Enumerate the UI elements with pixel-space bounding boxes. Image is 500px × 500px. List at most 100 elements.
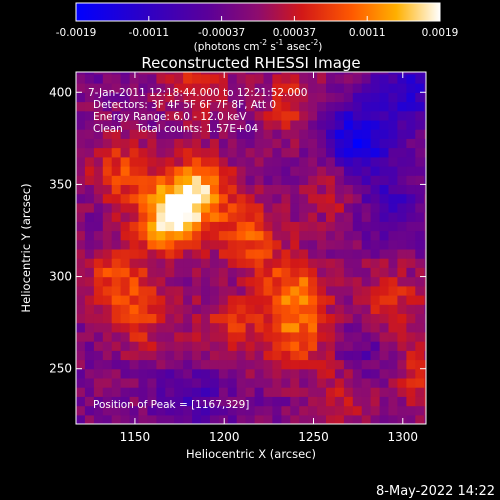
heatmap-cell — [272, 156, 282, 167]
heatmap-cell — [389, 55, 399, 65]
heatmap-cell — [201, 72, 211, 75]
heatmap-cell — [254, 258, 265, 268]
heatmap-cell — [192, 202, 202, 213]
heatmap-cell — [361, 72, 372, 75]
heatmap-cell — [227, 202, 238, 213]
heatmap-cell — [370, 276, 381, 287]
heatmap-cell — [84, 129, 95, 139]
heatmap-cell — [192, 73, 202, 84]
heatmap-cell — [76, 184, 86, 195]
heatmap-cell — [84, 248, 95, 259]
heatmap-cell — [433, 286, 443, 296]
heatmap-cell — [326, 359, 336, 370]
heatmap-cell — [174, 83, 184, 93]
heatmap-cell — [272, 368, 282, 379]
heatmap-cell — [343, 212, 354, 222]
heatmap-cell — [281, 304, 291, 314]
heatmap-cell — [201, 350, 211, 361]
heatmap-cell — [281, 156, 291, 167]
heatmap-cell — [165, 230, 175, 241]
heatmap-cell — [138, 267, 148, 278]
heatmap-cell — [93, 405, 104, 416]
heatmap-cell — [174, 119, 184, 130]
heatmap-cell — [129, 212, 140, 222]
heatmap-cell — [209, 138, 220, 149]
colorbar-ticks: -0.0019 -0.0011 -0.00037 0.00037 0.0011 0.001… — [56, 16, 458, 39]
heatmap-cell — [138, 295, 148, 305]
heatmap-cell — [218, 239, 229, 250]
heatmap-cell — [433, 231, 443, 241]
heatmap-cell — [326, 193, 336, 204]
heatmap-cell — [352, 295, 363, 305]
heatmap-cell — [93, 267, 104, 278]
heatmap-cell — [388, 175, 398, 185]
heatmap-cell — [397, 72, 407, 75]
heatmap-cell — [192, 230, 202, 241]
heatmap-cell — [147, 405, 157, 416]
heatmap-cell — [281, 387, 291, 397]
heatmap-cell — [281, 184, 291, 195]
heatmap-cell — [201, 92, 211, 103]
heatmap-cell — [192, 147, 202, 158]
heatmap-cell — [84, 184, 95, 195]
heatmap-cell — [379, 230, 390, 241]
heatmap-cell — [281, 101, 291, 112]
heatmap-cell — [236, 322, 247, 333]
heatmap-cell — [165, 73, 175, 84]
heatmap-cell — [138, 221, 148, 232]
heatmap-cell — [326, 110, 336, 121]
heatmap-cell — [156, 258, 166, 268]
heatmap-cell — [236, 92, 247, 103]
heatmap-cell — [209, 414, 220, 424]
heatmap-cell — [84, 73, 95, 84]
heatmap-cell — [415, 405, 425, 416]
heatmap-cell — [334, 248, 345, 259]
heatmap-cell — [201, 414, 211, 424]
heatmap-cell — [129, 359, 140, 370]
heatmap-cell — [397, 313, 407, 324]
heatmap-cell — [192, 101, 202, 112]
heatmap-cell — [209, 368, 220, 379]
heatmap-cell — [120, 156, 131, 167]
heatmap-cell — [361, 175, 372, 185]
heatmap-cell — [388, 285, 398, 296]
heatmap-cell — [326, 212, 336, 222]
heatmap-cell — [245, 138, 256, 149]
heatmap-cell — [424, 313, 426, 324]
heatmap-cell — [156, 267, 166, 278]
heatmap-cell — [111, 350, 122, 361]
heatmap-cell — [165, 350, 175, 361]
heatmap-cell — [245, 304, 256, 314]
heatmap-cell — [397, 387, 407, 397]
heatmap-cell — [433, 332, 443, 342]
heatmap-cell — [201, 377, 211, 388]
heatmap-cell — [370, 193, 381, 204]
heatmap-cell — [406, 83, 416, 93]
heatmap-cell — [281, 295, 291, 305]
heatmap-cell — [156, 129, 166, 139]
heatmap-cell — [334, 295, 345, 305]
heatmap-cell — [102, 73, 113, 84]
heatmap-cell — [343, 72, 354, 75]
heatmap-cell — [397, 350, 407, 361]
heatmap-cell — [227, 221, 238, 232]
heatmap-cell — [281, 230, 291, 241]
heatmap-cell — [326, 414, 336, 424]
heatmap-cell — [424, 359, 426, 370]
heatmap-cell — [397, 267, 407, 278]
heatmap-cell — [281, 359, 291, 370]
heatmap-cell — [183, 156, 193, 167]
heatmap-cell — [236, 147, 247, 158]
heatmap-cell — [254, 175, 265, 185]
heatmap-cell — [388, 368, 398, 379]
heatmap-cell — [147, 368, 157, 379]
heatmap-cell — [361, 202, 372, 213]
heatmap-cell — [147, 230, 157, 241]
heatmap-cell — [236, 414, 247, 424]
heatmap-cell — [201, 267, 211, 278]
heatmap-cell — [183, 92, 193, 103]
heatmap-cell — [370, 239, 381, 250]
heatmap-cell — [93, 414, 104, 424]
heatmap-cell — [192, 322, 202, 333]
